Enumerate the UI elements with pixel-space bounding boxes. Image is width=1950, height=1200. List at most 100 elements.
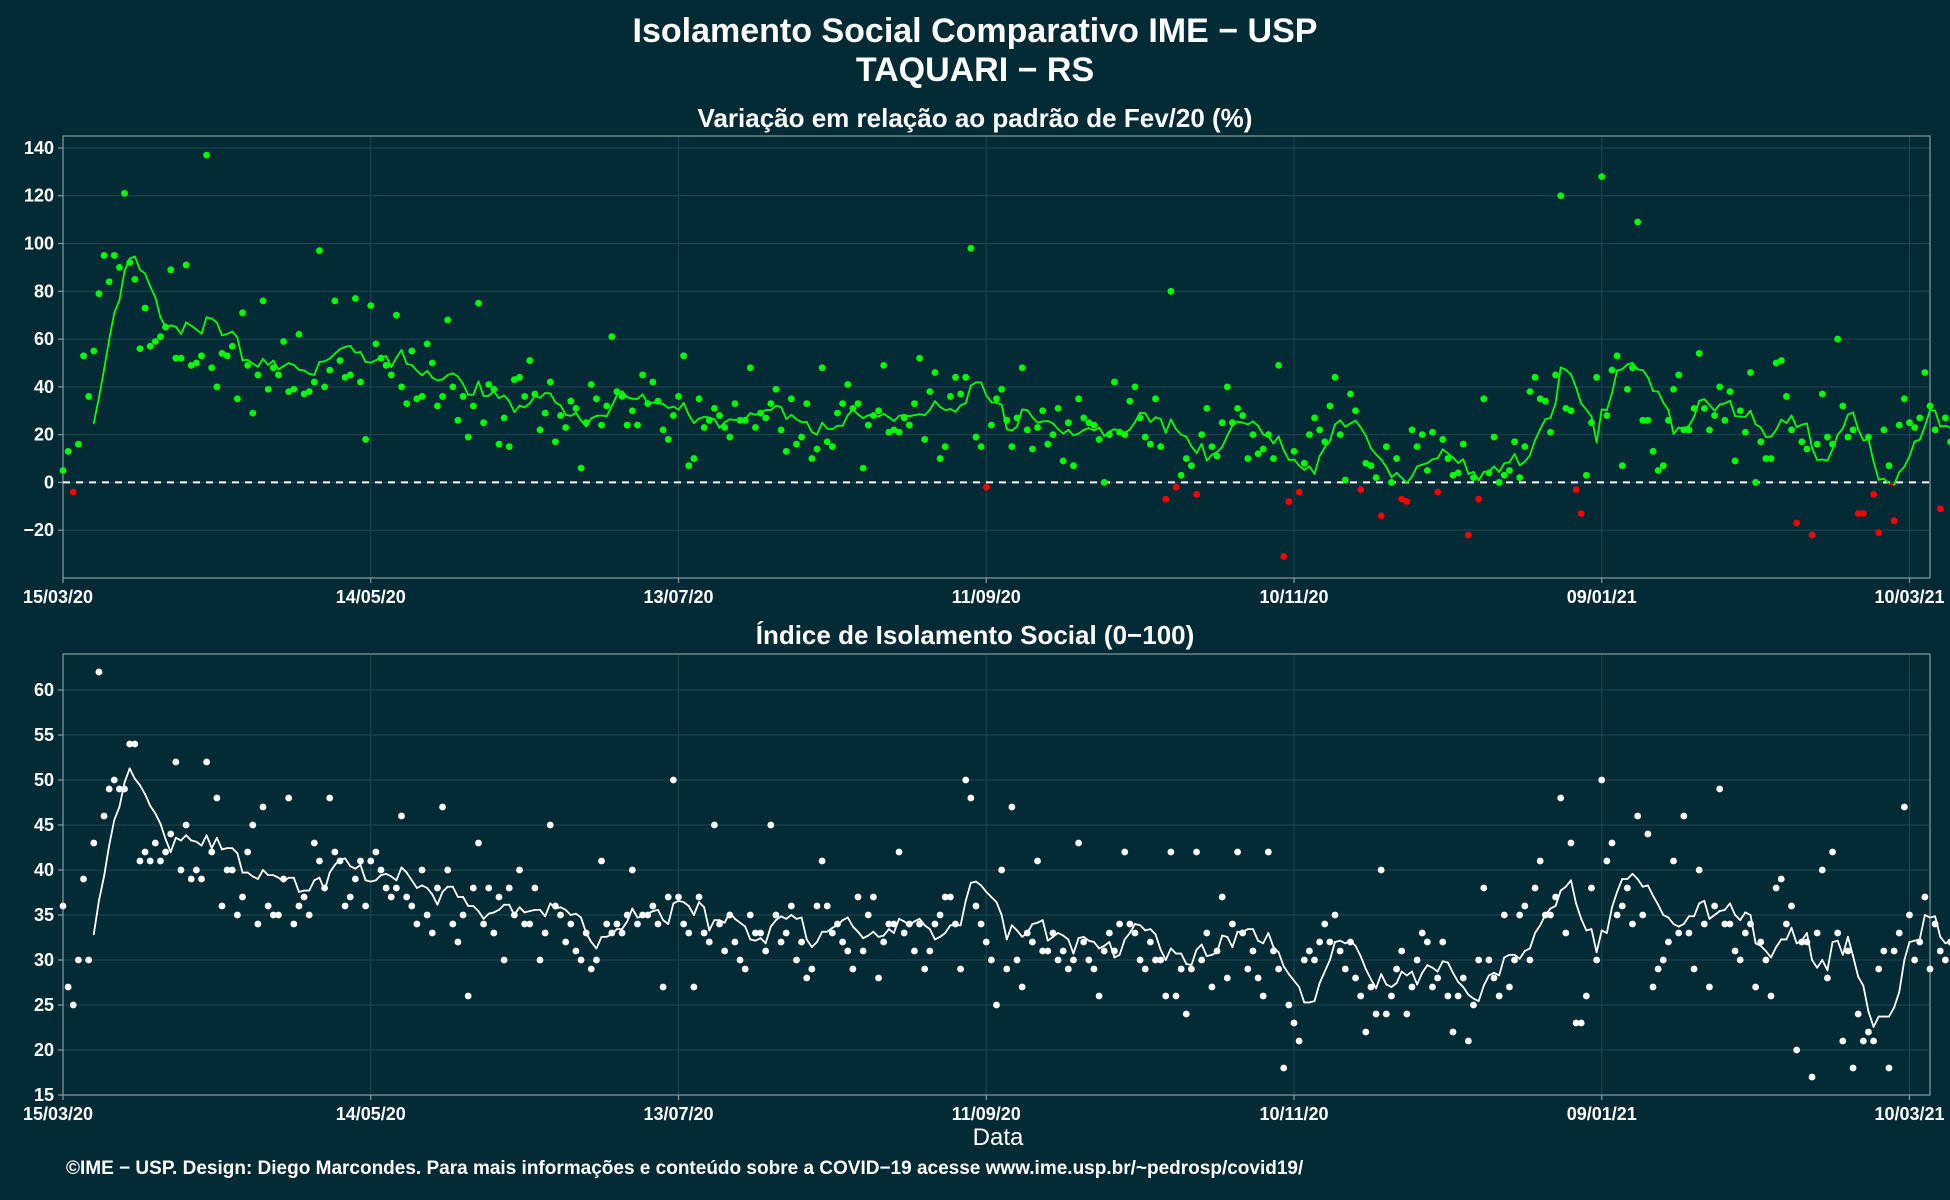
data-point [541,409,549,417]
data-point [1064,965,1072,973]
moving-average-segment [1252,420,1259,427]
data-point [1347,938,1354,946]
moving-average-segment [1467,993,1475,1000]
moving-average-segment [1575,386,1583,405]
data-point [1629,920,1636,928]
moving-average-segment [144,272,152,288]
data-point [1218,893,1226,901]
moving-average-segment [1072,937,1080,955]
moving-average-segment [1621,363,1629,371]
data-point [1588,884,1595,892]
data-point [803,974,811,982]
data-point [1039,407,1047,415]
data-point [782,929,790,937]
data-point [700,929,708,937]
data-point [1911,956,1919,964]
moving-average-segment [785,914,793,920]
data-point [1295,488,1303,496]
moving-average-segment [1026,409,1034,419]
moving-average-segment [92,396,100,424]
data-point [464,433,472,441]
moving-average-segment [1046,420,1054,425]
moving-average-segment [575,411,582,422]
data-point [1808,1073,1816,1081]
moving-average-segment [292,364,300,371]
data-point [1018,364,1026,372]
data-point [1275,965,1283,973]
data-point [1875,529,1883,537]
data-point [100,812,108,820]
moving-average-segment [995,901,1003,916]
moving-average-segment [1723,399,1731,405]
moving-average-segment [1221,434,1229,448]
moving-average-segment [133,255,141,271]
data-point [1916,414,1924,422]
moving-average-segment [1031,416,1039,424]
data-point [305,911,313,919]
moving-average-segment [1467,470,1475,475]
data-point [1141,965,1149,973]
moving-average-segment [1010,924,1018,932]
moving-average-segment [174,836,182,842]
moving-average-segment [1770,428,1778,438]
data-point [203,758,211,766]
data-point [1331,373,1339,381]
moving-average-segment [149,285,157,298]
moving-average-segment [1775,938,1783,949]
data-point [1029,445,1036,453]
data-point [921,965,929,973]
moving-average-segment [1077,428,1085,435]
data-point [1921,369,1929,376]
data-point [1552,893,1559,901]
data-point [1659,956,1667,964]
data-point [1254,974,1262,982]
moving-average-segment [421,369,429,377]
moving-average-segment [1093,426,1100,432]
data-point [557,412,564,419]
data-point [782,447,790,455]
moving-average-segment [436,890,444,906]
moving-average-segment [385,355,393,368]
data-point [1470,1001,1477,1009]
moving-average-segment [1375,973,1383,990]
data-point [1500,911,1508,919]
moving-average-segment [959,899,967,927]
moving-average-segment [390,356,398,368]
moving-average-segment [1452,971,1460,983]
data-point [1618,462,1626,470]
moving-average-segment [1729,399,1736,418]
x-tick-label: 10/11/20 [1259,1104,1328,1124]
data-point [1393,965,1400,973]
data-point [74,956,82,964]
data-point [1690,404,1698,412]
data-point [921,436,929,443]
moving-average-segment [1826,448,1834,462]
data-point [957,965,964,973]
moving-average-segment [323,357,331,363]
data-point [628,866,636,874]
moving-average-segment [1708,914,1716,920]
moving-average-segment [800,916,808,941]
moving-average-segment [857,413,865,420]
data-point [490,929,498,937]
moving-average-segment [1841,413,1849,430]
moving-average-segment [1000,403,1008,431]
moving-average-segment [1498,956,1506,977]
data-point [244,848,252,856]
data-point [654,397,662,405]
data-point [1316,938,1324,946]
moving-average-segment [928,928,936,941]
data-point [1675,929,1683,937]
moving-average-segment [959,402,967,407]
data-point [675,393,682,400]
data-point [80,352,87,360]
data-point [1434,488,1442,496]
data-point [567,397,575,405]
data-point [1285,498,1293,505]
data-point [900,414,908,422]
moving-average-segment [780,915,788,920]
data-point [459,393,467,400]
data-point [1044,440,1052,448]
data-point [464,992,472,1000]
data-point [1362,1028,1370,1036]
